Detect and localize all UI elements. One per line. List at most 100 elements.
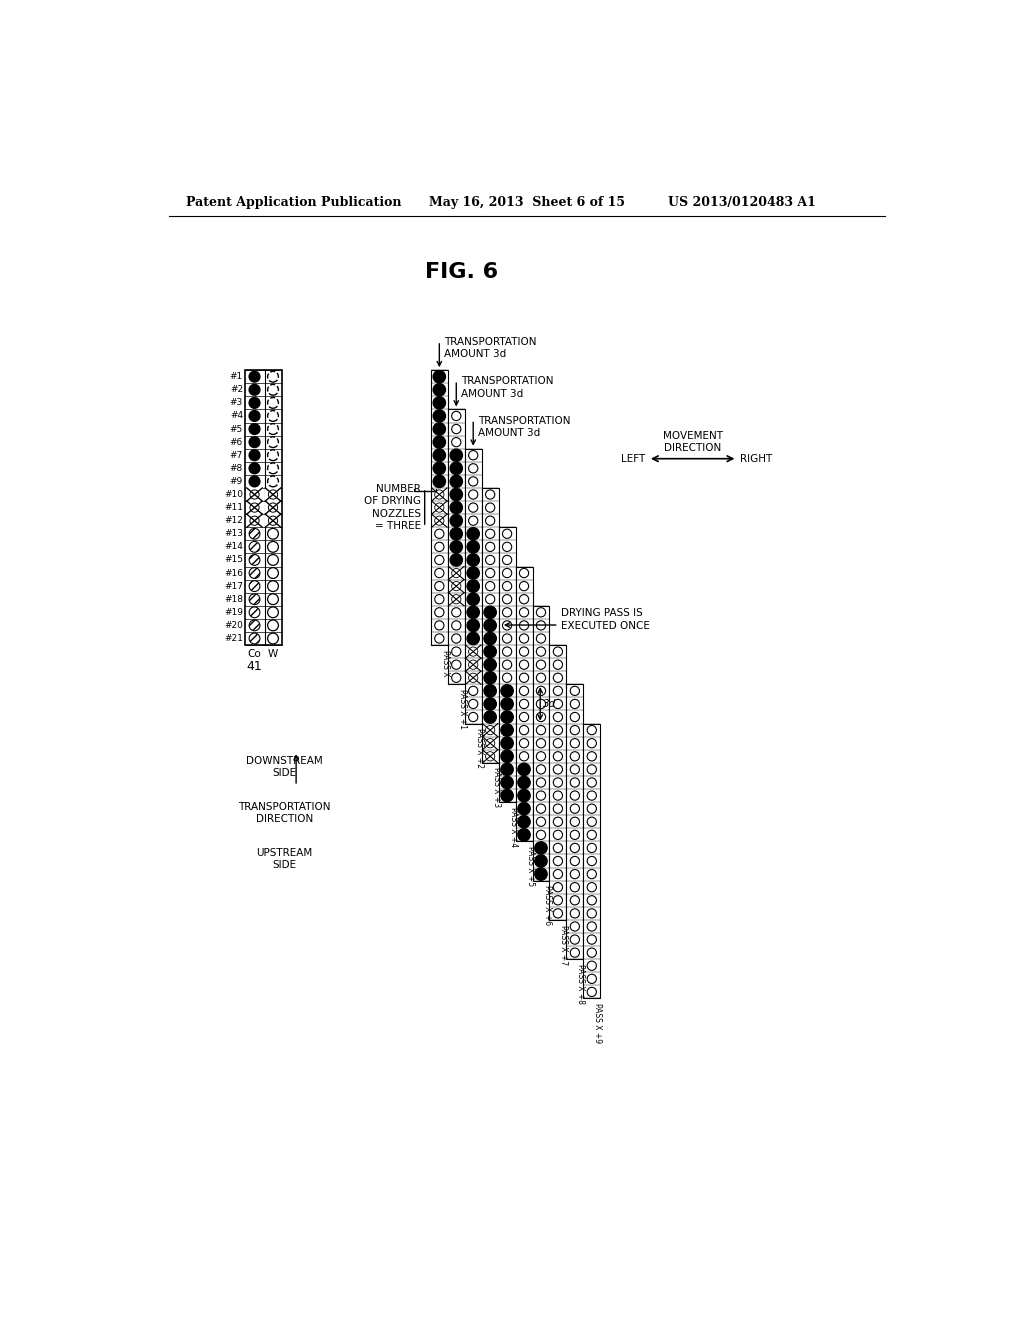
Circle shape bbox=[501, 723, 513, 737]
Circle shape bbox=[535, 869, 547, 880]
Circle shape bbox=[249, 607, 260, 618]
Circle shape bbox=[518, 789, 530, 801]
Bar bbox=[246, 370, 283, 645]
Circle shape bbox=[501, 789, 513, 801]
Circle shape bbox=[467, 554, 479, 566]
Bar bbox=[264, 513, 282, 527]
Circle shape bbox=[467, 606, 479, 619]
Circle shape bbox=[484, 685, 497, 697]
Text: #14: #14 bbox=[224, 543, 243, 552]
Text: #18: #18 bbox=[224, 595, 243, 603]
Text: DOWNSTREAM
SIDE: DOWNSTREAM SIDE bbox=[246, 755, 323, 777]
Bar bbox=[264, 502, 282, 515]
Text: TRANSPORTATION
DIRECTION: TRANSPORTATION DIRECTION bbox=[239, 801, 331, 824]
Text: PASS X +3: PASS X +3 bbox=[492, 767, 501, 808]
Circle shape bbox=[451, 502, 463, 513]
Circle shape bbox=[249, 411, 260, 421]
Circle shape bbox=[249, 477, 260, 487]
Circle shape bbox=[249, 594, 260, 605]
Text: RIGHT: RIGHT bbox=[740, 454, 773, 463]
Circle shape bbox=[484, 606, 497, 619]
Circle shape bbox=[467, 541, 479, 553]
Text: LEFT: LEFT bbox=[621, 454, 645, 463]
Circle shape bbox=[467, 593, 479, 606]
Circle shape bbox=[433, 384, 445, 396]
Bar bbox=[246, 488, 263, 502]
Circle shape bbox=[451, 462, 463, 474]
Text: #21: #21 bbox=[224, 634, 243, 643]
Text: US 2013/0120483 A1: US 2013/0120483 A1 bbox=[668, 195, 816, 209]
Circle shape bbox=[501, 698, 513, 710]
Text: 3d: 3d bbox=[544, 700, 556, 709]
Bar bbox=[515, 566, 532, 841]
Text: #19: #19 bbox=[224, 607, 243, 616]
Text: #13: #13 bbox=[224, 529, 243, 539]
Circle shape bbox=[484, 645, 497, 657]
Circle shape bbox=[249, 437, 260, 447]
Circle shape bbox=[518, 829, 530, 841]
Circle shape bbox=[249, 541, 260, 552]
Circle shape bbox=[484, 711, 497, 723]
Bar bbox=[481, 488, 499, 763]
Text: TRANSPORTATION
AMOUNT 3d: TRANSPORTATION AMOUNT 3d bbox=[444, 337, 537, 359]
Text: #8: #8 bbox=[229, 463, 243, 473]
Circle shape bbox=[451, 475, 463, 487]
Circle shape bbox=[484, 632, 497, 644]
Bar bbox=[465, 449, 481, 723]
Bar bbox=[550, 645, 566, 920]
Text: #3: #3 bbox=[229, 399, 243, 408]
Text: #16: #16 bbox=[224, 569, 243, 578]
Circle shape bbox=[484, 672, 497, 684]
Bar bbox=[264, 488, 282, 502]
Text: #6: #6 bbox=[229, 438, 243, 446]
Circle shape bbox=[518, 763, 530, 776]
Text: PASS X +2: PASS X +2 bbox=[475, 729, 483, 768]
Circle shape bbox=[484, 619, 497, 631]
Circle shape bbox=[501, 763, 513, 776]
Text: DRYING PASS IS
EXECUTED ONCE: DRYING PASS IS EXECUTED ONCE bbox=[561, 609, 650, 631]
Text: TRANSPORTATION
AMOUNT 3d: TRANSPORTATION AMOUNT 3d bbox=[461, 376, 553, 399]
Circle shape bbox=[249, 424, 260, 434]
Circle shape bbox=[451, 515, 463, 527]
Text: #5: #5 bbox=[229, 425, 243, 433]
Text: #2: #2 bbox=[229, 385, 243, 395]
Circle shape bbox=[518, 816, 530, 828]
Circle shape bbox=[467, 579, 479, 593]
Text: #1: #1 bbox=[229, 372, 243, 381]
Circle shape bbox=[501, 685, 513, 697]
Text: May 16, 2013  Sheet 6 of 15: May 16, 2013 Sheet 6 of 15 bbox=[429, 195, 626, 209]
Circle shape bbox=[433, 462, 445, 474]
Text: FIG. 6: FIG. 6 bbox=[425, 263, 499, 282]
Circle shape bbox=[451, 528, 463, 540]
Circle shape bbox=[433, 449, 445, 462]
Circle shape bbox=[501, 750, 513, 763]
Text: PASS X +9: PASS X +9 bbox=[593, 1003, 602, 1043]
Text: PASS X: PASS X bbox=[441, 649, 450, 676]
Circle shape bbox=[249, 528, 260, 539]
Text: Patent Application Publication: Patent Application Publication bbox=[186, 195, 401, 209]
Circle shape bbox=[433, 397, 445, 409]
Text: TRANSPORTATION
AMOUNT 3d: TRANSPORTATION AMOUNT 3d bbox=[478, 416, 570, 438]
Circle shape bbox=[467, 566, 479, 579]
Circle shape bbox=[249, 371, 260, 381]
Text: #7: #7 bbox=[229, 450, 243, 459]
Circle shape bbox=[518, 776, 530, 788]
Circle shape bbox=[501, 737, 513, 750]
Bar bbox=[584, 723, 600, 998]
Text: #4: #4 bbox=[229, 412, 243, 421]
Circle shape bbox=[467, 619, 479, 631]
Text: NUMBER
OF DRYING
NOZZLES
= THREE: NUMBER OF DRYING NOZZLES = THREE bbox=[364, 484, 421, 531]
Bar bbox=[431, 370, 447, 645]
Text: PASS X +5: PASS X +5 bbox=[525, 846, 535, 886]
Circle shape bbox=[535, 842, 547, 854]
Text: PASS X +6: PASS X +6 bbox=[543, 886, 552, 925]
Bar bbox=[447, 409, 465, 684]
Circle shape bbox=[249, 568, 260, 578]
Text: #10: #10 bbox=[224, 490, 243, 499]
Circle shape bbox=[249, 620, 260, 631]
Circle shape bbox=[249, 397, 260, 408]
Text: PASS X +4: PASS X +4 bbox=[509, 807, 517, 847]
Bar bbox=[246, 513, 263, 527]
Circle shape bbox=[249, 581, 260, 591]
Text: W: W bbox=[268, 649, 279, 659]
